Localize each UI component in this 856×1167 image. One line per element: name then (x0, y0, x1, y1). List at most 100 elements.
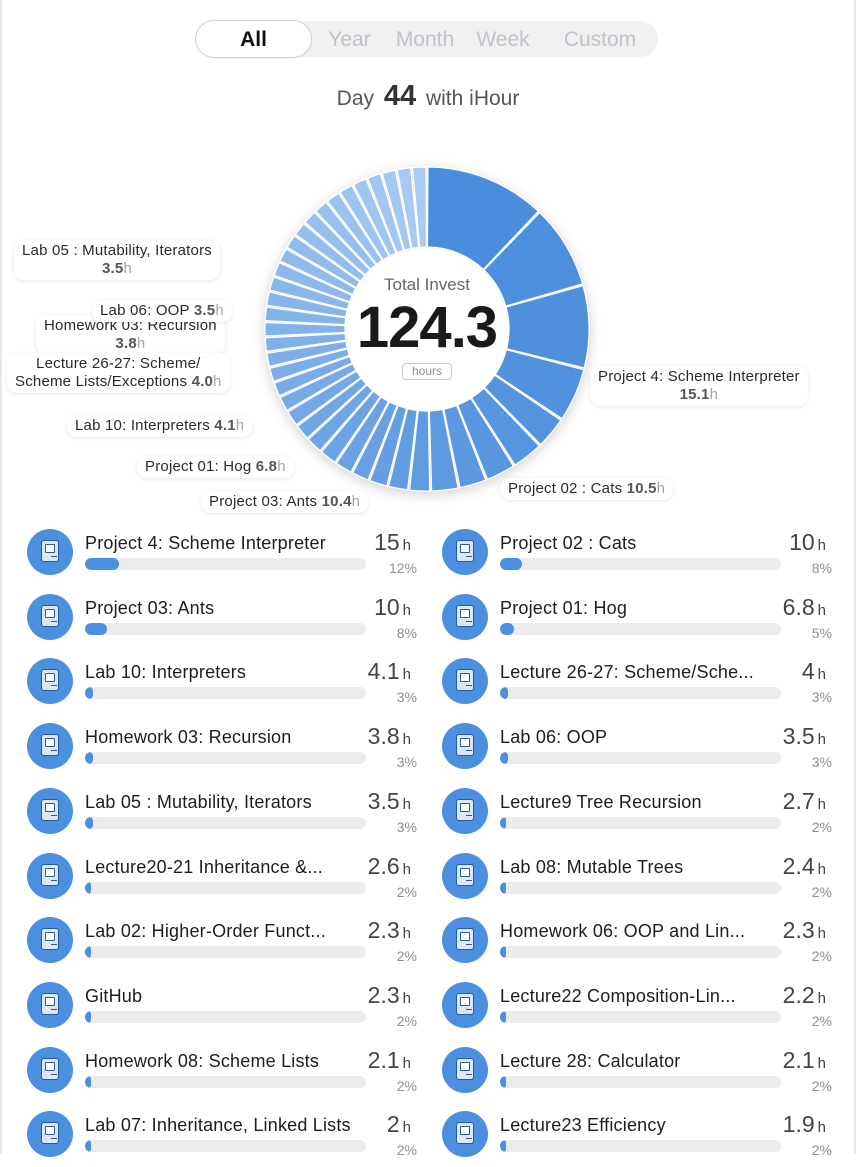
donut-segment[interactable] (339, 184, 390, 261)
tab-year[interactable]: Year (328, 28, 371, 51)
donut-segment[interactable] (470, 387, 541, 466)
donut-segment[interactable] (273, 355, 354, 397)
donut-segment[interactable] (411, 166, 428, 248)
donut-segment[interactable] (286, 235, 361, 289)
list-item[interactable]: Lecture20-21 Inheritance &... 2.6 h 2% (27, 852, 417, 909)
donut-segment[interactable] (408, 409, 431, 492)
tab-month[interactable]: Month (395, 28, 455, 51)
callout-lab-10: Lab 10: Interpreters 4.1h (67, 415, 253, 437)
callout-unit: h (656, 480, 666, 497)
donut-segment[interactable] (307, 384, 374, 452)
list-item[interactable]: Homework 06: OOP and Lin... 2.3 h 2% (442, 917, 832, 973)
callout-unit: h (235, 417, 245, 434)
list-item[interactable]: Lab 05 : Mutability, Iterators 3.5 h 3% (27, 787, 417, 844)
list-item[interactable]: Lecture9 Tree Recursion 2.7 h 2% (442, 787, 832, 844)
list-item[interactable]: Lab 02: Higher-Order Funct... 2.3 h 2% (27, 917, 417, 973)
item-percent: 2% (811, 818, 832, 835)
donut-segment[interactable] (426, 166, 540, 271)
list-item[interactable]: Lecture23 Efficiency 1.9 h 2% (442, 1111, 832, 1167)
donut-segment[interactable] (279, 248, 357, 296)
item-hours: 6.8 h (782, 593, 826, 620)
list-item[interactable]: Project 02 : Cats 10 h 8% (442, 529, 832, 585)
donut-segment[interactable] (494, 348, 585, 420)
donut-segment[interactable] (279, 362, 357, 412)
computer-icon (27, 529, 73, 575)
tab-week[interactable]: Week (476, 28, 530, 51)
list-item[interactable]: GitHub 2.3 h 2% (27, 981, 417, 1038)
donut-segment[interactable] (387, 407, 418, 491)
progress-track (85, 558, 366, 570)
donut-segment[interactable] (352, 178, 397, 257)
list-item[interactable]: Lab 07: Inheritance, Linked Lists 2 h 2% (27, 1111, 417, 1167)
item-name: Project 01: Hog (500, 597, 628, 618)
donut-segment[interactable] (264, 306, 347, 326)
donut-segment[interactable] (428, 408, 459, 492)
donut-segment[interactable] (314, 201, 377, 271)
donut-segment[interactable] (266, 291, 348, 318)
item-hours: 2.6 h (367, 852, 411, 879)
list-item[interactable]: Lecture 28: Calculator 2.1 h 2% (442, 1046, 832, 1103)
callout-label: Project 02 : Cats (508, 480, 623, 497)
item-percent: 3% (811, 754, 832, 771)
progress-fill (500, 1010, 506, 1023)
donut-segment[interactable] (505, 284, 590, 369)
item-percent: 2% (811, 1142, 832, 1159)
list-item[interactable]: Homework 08: Scheme Lists 2.1 h 2% (27, 1046, 417, 1103)
list-item[interactable]: Lecture22 Composition-Lin... 2.2 h 2% (442, 981, 832, 1038)
list-item[interactable]: Project 03: Ants 10 h 8% (27, 593, 417, 650)
donut-segment[interactable] (483, 211, 584, 307)
progress-track (500, 1010, 781, 1023)
list-item[interactable]: Lab 10: Interpreters 4.1 h 3% (27, 658, 417, 714)
donut-segment[interactable] (366, 173, 405, 254)
donut-segment[interactable] (443, 404, 487, 489)
donut-segment[interactable] (273, 261, 353, 303)
donut-segment[interactable] (269, 276, 351, 311)
list-item[interactable]: Homework 03: Recursion 3.8 h 3% (27, 723, 417, 779)
item-name: Project 02 : Cats (500, 533, 637, 553)
donut-segment[interactable] (294, 222, 366, 282)
item-hours: 2.7 h (782, 787, 826, 814)
donut-segment[interactable] (351, 401, 398, 481)
donut-segment[interactable] (381, 169, 412, 251)
item-name: Lecture 28: Calculator (500, 1050, 681, 1071)
callout-unit: h (213, 373, 222, 390)
donut-segment[interactable] (287, 370, 362, 426)
donut-segment[interactable] (304, 211, 371, 276)
tab-all[interactable]: All (196, 21, 311, 57)
item-percent: 8% (811, 560, 832, 576)
donut-segment[interactable] (269, 348, 351, 383)
list-item[interactable]: Lecture 26-27: Scheme/Sche... 4 h 3% (442, 658, 832, 714)
donut-segment[interactable] (264, 332, 347, 353)
donut-segment[interactable] (320, 390, 382, 464)
item-name: Lecture22 Composition-Lin... (500, 985, 736, 1006)
item-name: Lecture20-21 Inheritance &... (85, 856, 323, 877)
donut-segment[interactable] (483, 374, 562, 446)
computer-icon (27, 593, 73, 640)
callout-label: Lab 05 : Mutability, Iterators (22, 242, 212, 259)
item-percent: 2% (396, 1077, 417, 1094)
list-item[interactable]: Lab 08: Mutable Trees 2.4 h 2% (442, 852, 832, 909)
donut-segment[interactable] (266, 340, 348, 368)
list-item[interactable]: Project 01: Hog 6.8 h 5% (442, 593, 832, 650)
progress-track (500, 1075, 781, 1088)
donut-segment[interactable] (369, 404, 408, 487)
progress-fill (85, 1075, 91, 1088)
donut-segment[interactable] (296, 377, 368, 439)
item-percent: 3% (811, 689, 832, 706)
donut-segment[interactable] (456, 397, 515, 481)
donut-segment[interactable] (326, 192, 384, 266)
list-item[interactable]: Project 4: Scheme Interpreter 15 h 12% (27, 529, 417, 585)
donut-segment[interactable] (335, 396, 390, 473)
callout-label: Project 4: Scheme Interpreter (598, 368, 800, 385)
list-item[interactable]: Lab 06: OOP 3.5 h 3% (442, 723, 832, 779)
computer-icon (442, 529, 488, 575)
donut-segment[interactable] (396, 167, 420, 250)
tab-custom[interactable]: Custom (563, 28, 637, 51)
progress-fill (500, 752, 509, 765)
computer-icon (27, 1111, 73, 1158)
donut-segment[interactable] (264, 321, 346, 337)
callout-unit: h (709, 386, 719, 403)
callout-project-02: Project 02 : Cats 10.5h (500, 478, 674, 500)
callout-label: Lab 06: OOP (100, 302, 190, 319)
hours-unit-badge: hours (402, 363, 452, 380)
